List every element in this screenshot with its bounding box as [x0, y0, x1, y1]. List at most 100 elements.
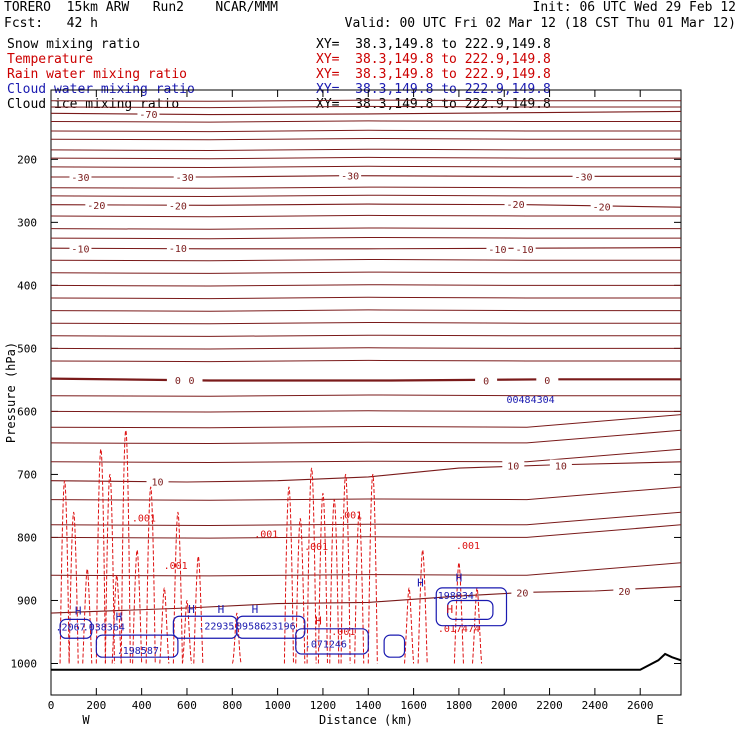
isotherm-line-minor	[51, 296, 681, 300]
high-marker: H	[75, 604, 82, 617]
cloud-water-label: .09586	[230, 621, 266, 632]
cloud-water-contour	[95, 634, 179, 658]
isotherm-line	[51, 203, 681, 208]
y-tick-label: 700	[17, 468, 37, 481]
cloud-water-label: .22935	[198, 621, 234, 632]
high-marker: H	[252, 603, 259, 616]
rain-water-contour	[283, 486, 294, 664]
x-tick-label: 1200	[310, 699, 337, 712]
high-marker: H	[315, 614, 322, 627]
plot-frame	[50, 89, 682, 696]
high-marker: H	[218, 603, 225, 616]
rain-water-contour	[104, 473, 115, 664]
isotherm-label-bg	[536, 373, 559, 385]
isotherm-line	[51, 586, 681, 614]
y-tick-label: 500	[17, 342, 37, 355]
isotherm-line-minor	[51, 137, 681, 141]
isotherm-label: -10	[71, 244, 89, 255]
isotherm-label-bg	[173, 170, 196, 182]
isotherm-label: -30	[341, 172, 359, 183]
isotherm-label-bg	[339, 169, 362, 181]
rain-water-contour	[295, 518, 306, 664]
cloud-water-contour	[236, 615, 306, 639]
isotherm-label-bg	[511, 586, 534, 598]
isotherm-line-minor	[51, 309, 681, 312]
isotherm-label: 0	[188, 376, 194, 387]
isotherm-label: 10	[507, 462, 519, 473]
isotherm-line-minor	[51, 562, 681, 577]
rain-water-contour	[145, 486, 156, 664]
isotherm-label-bg	[146, 475, 169, 487]
isotherm-label: 20	[516, 589, 528, 600]
cloud-water-label: .038364	[83, 623, 125, 634]
x-tick-label: 800	[222, 699, 242, 712]
cloud-water-contour	[446, 599, 494, 620]
cloud-water-contour	[383, 634, 406, 658]
rain-water-contour	[354, 511, 365, 664]
x-tick-label: 400	[132, 699, 152, 712]
rain-water-contour	[404, 587, 415, 664]
high-marker: H	[447, 603, 454, 616]
terrain-surface	[51, 652, 681, 671]
rain-water-contour	[317, 492, 328, 664]
isotherm-label-bg	[166, 374, 189, 386]
rain-water-label: .001	[338, 511, 362, 522]
x-tick-label: 2000	[491, 699, 518, 712]
isotherm-label-bg	[613, 585, 636, 597]
isotherm-label: -70	[139, 110, 157, 121]
y-tick-label: 800	[17, 531, 37, 544]
rain-water-label: .001	[254, 529, 278, 540]
isotherm-line-minor	[51, 271, 681, 274]
header-fcst: Fcst: 42 h	[4, 16, 98, 31]
isotherm-label: -20	[593, 203, 611, 214]
cloud-water-label: .198587	[117, 646, 159, 657]
isotherm-label-bg	[504, 198, 527, 210]
field-name-temperature: Temperature	[7, 52, 94, 67]
cloud-water-contour	[59, 618, 93, 639]
rain-water-contour	[68, 511, 79, 664]
isotherm-label-bg	[69, 242, 92, 254]
isotherm-label-bg	[502, 459, 525, 471]
isotherm-label: -30	[71, 173, 89, 184]
rain-water-label: .017474	[438, 624, 480, 635]
isotherm-line-minor	[51, 194, 681, 198]
cloud-water-label: .198834	[432, 591, 474, 602]
isotherm-label-bg	[85, 198, 108, 210]
x-tick-label: 2600	[627, 699, 654, 712]
cloud-water-label: .071246	[305, 640, 347, 651]
isotherm-label: 20	[618, 587, 630, 598]
isotherm-label-bg	[572, 170, 595, 182]
isotherm-label: 0	[544, 376, 550, 387]
rain-water-contour	[59, 480, 70, 664]
x-tick-label: 1400	[355, 699, 382, 712]
high-marker: H	[116, 611, 123, 624]
isotherm-line-minor	[51, 410, 681, 413]
isotherm-line-minor	[51, 105, 681, 109]
isotherm-line-minor	[51, 156, 681, 160]
rain-water-contour	[82, 568, 93, 664]
rain-water-contour	[111, 574, 122, 664]
field-name-snow: Snow mixing ratio	[7, 37, 141, 52]
x-tick-label: 1800	[446, 699, 473, 712]
x-tick-label: 2200	[536, 699, 563, 712]
x-tick-label: 0	[48, 699, 55, 712]
y-tick-label: 600	[17, 405, 37, 418]
cloud-water-label: 00484304	[507, 395, 555, 406]
y-tick-label: 200	[17, 153, 37, 166]
isotherm-line-minor	[51, 214, 681, 218]
isotherm-line	[51, 461, 681, 483]
isotherm-line-minor	[51, 227, 681, 230]
rain-water-label: .001	[164, 561, 188, 572]
isotherm-line-minor	[51, 258, 681, 262]
isotherm-label-bg	[69, 170, 92, 182]
isotherm-line-minor	[51, 359, 681, 363]
x-axis-label: Distance (km)	[319, 713, 413, 727]
isotherm-line-minor	[51, 347, 681, 350]
isotherm-label: -20	[87, 201, 105, 212]
x-tick-label: 1000	[264, 699, 291, 712]
field-xy-snow: XY= 38.3,149.8 to 222.9,149.8	[316, 37, 551, 52]
east-end-label: E	[656, 713, 663, 727]
isotherm-line-minor	[51, 186, 681, 189]
header-valid: Valid: 00 UTC Fri 02 Mar 12 (18 CST Thu …	[344, 16, 736, 31]
